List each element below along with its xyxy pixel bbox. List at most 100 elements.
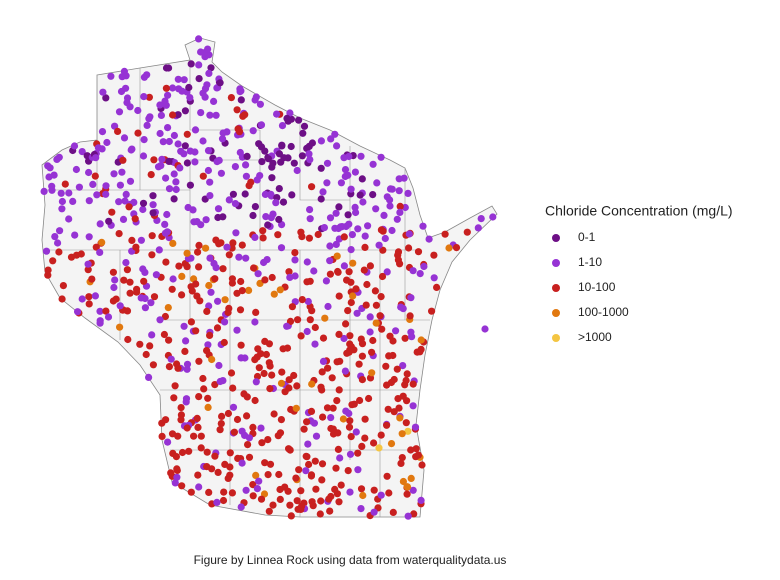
sample-point	[206, 331, 214, 339]
sample-point	[199, 374, 207, 383]
sample-point	[104, 313, 113, 321]
sample-point	[108, 208, 116, 216]
sample-point	[405, 230, 413, 238]
sample-point	[264, 221, 272, 229]
sample-point	[199, 137, 207, 145]
sample-point	[161, 220, 169, 228]
sample-point	[345, 268, 353, 276]
sample-point	[269, 159, 277, 167]
sample-point	[481, 325, 489, 333]
sample-point	[223, 243, 231, 251]
sample-point	[212, 264, 220, 272]
sample-point	[182, 337, 190, 345]
sample-point	[177, 404, 185, 412]
sample-point	[255, 477, 263, 485]
sample-point	[140, 93, 148, 101]
sample-point	[48, 182, 56, 190]
sample-point	[165, 363, 173, 371]
sample-point	[126, 177, 135, 185]
sample-point	[103, 138, 111, 147]
sample-point	[302, 467, 310, 475]
sample-point	[226, 471, 234, 479]
sample-point	[420, 262, 428, 271]
sample-point	[220, 338, 228, 347]
sample-point	[115, 230, 123, 238]
sample-point	[162, 84, 170, 92]
sample-point	[171, 479, 179, 487]
legend-swatch	[552, 284, 560, 292]
sample-point	[238, 287, 246, 295]
sample-point	[345, 220, 353, 228]
sample-point	[208, 355, 216, 364]
sample-point	[257, 424, 265, 432]
sample-point	[354, 225, 362, 233]
sample-point	[489, 213, 497, 221]
sample-point	[141, 268, 149, 276]
sample-point	[255, 140, 263, 148]
sample-point	[219, 129, 227, 137]
sample-point	[452, 244, 461, 252]
sample-point	[292, 404, 300, 412]
sample-point	[414, 248, 423, 256]
sample-point	[370, 486, 378, 494]
sample-point	[396, 208, 404, 216]
sample-point	[180, 322, 188, 330]
sample-point	[70, 142, 79, 150]
sample-point	[218, 135, 227, 143]
sample-point	[224, 308, 232, 317]
sample-point	[354, 466, 362, 474]
sample-point	[124, 335, 132, 344]
sample-point	[269, 501, 277, 509]
sample-point	[227, 94, 235, 102]
sample-point	[362, 301, 370, 309]
sample-point	[425, 235, 433, 243]
sample-point	[85, 197, 93, 205]
sample-point	[181, 107, 189, 115]
sample-point	[165, 64, 173, 72]
sample-point	[303, 258, 311, 266]
sample-point	[323, 159, 332, 167]
sample-point	[368, 348, 376, 356]
sample-point	[277, 158, 285, 166]
sample-point	[102, 182, 110, 190]
sample-point	[335, 203, 343, 211]
sample-point	[241, 354, 249, 362]
sample-point	[119, 156, 127, 164]
sample-point	[214, 297, 222, 305]
sample-point	[102, 190, 110, 198]
sample-point	[258, 158, 266, 166]
sample-point	[161, 229, 170, 237]
sample-point	[115, 108, 124, 116]
sample-point	[78, 295, 86, 303]
sample-point	[329, 425, 337, 433]
sample-point	[292, 474, 300, 482]
sample-point	[165, 157, 173, 165]
sample-point	[260, 490, 269, 498]
sample-point	[233, 289, 241, 297]
sample-point	[347, 185, 355, 193]
sample-point	[279, 198, 288, 206]
sample-point	[226, 463, 234, 471]
sample-point	[156, 101, 164, 109]
sample-point	[197, 109, 205, 117]
sample-point	[203, 307, 211, 315]
sample-point	[286, 317, 295, 325]
sample-point	[339, 415, 347, 423]
sample-point	[146, 342, 154, 350]
sample-point	[172, 178, 180, 186]
sample-point	[358, 442, 366, 450]
sample-point	[356, 191, 364, 199]
sample-point	[326, 242, 334, 250]
sample-point	[126, 289, 134, 297]
sample-point	[276, 495, 284, 503]
sample-point	[389, 508, 397, 516]
sample-point	[211, 452, 219, 460]
sample-point	[238, 241, 246, 249]
sample-point	[139, 152, 148, 160]
sample-point	[327, 135, 335, 143]
sample-point	[141, 294, 149, 303]
sample-point	[346, 417, 354, 425]
sample-point	[195, 483, 203, 491]
sample-point	[317, 164, 325, 172]
sample-point	[195, 35, 203, 43]
